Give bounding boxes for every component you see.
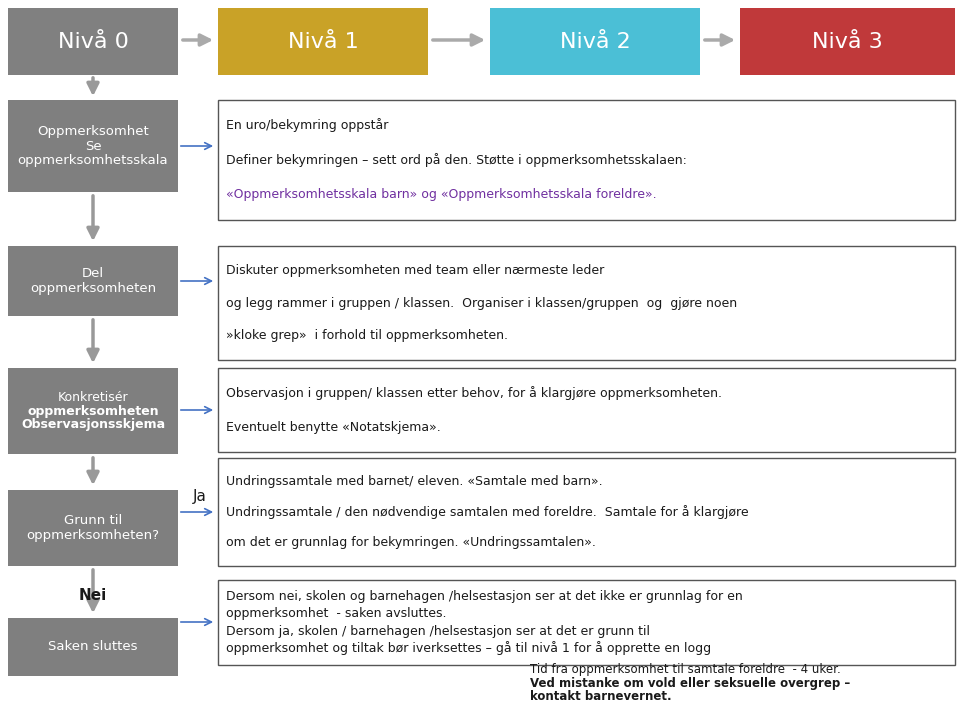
Text: Observasjon i gruppen/ klassen etter behov, for å klargjøre oppmerksomheten.: Observasjon i gruppen/ klassen etter beh… <box>226 386 722 400</box>
Text: «Oppmerksomhetsskala barn» og «Oppmerksomhetsskala foreldre».: «Oppmerksomhetsskala barn» og «Oppmerkso… <box>226 188 657 201</box>
Bar <box>218 368 955 452</box>
Text: Diskuter oppmerksomheten med team eller nærmeste leder: Diskuter oppmerksomheten med team eller … <box>226 264 604 277</box>
Bar <box>218 246 955 360</box>
Text: oppmerksomhet  - saken avsluttes.: oppmerksomhet - saken avsluttes. <box>226 608 447 620</box>
FancyBboxPatch shape <box>8 100 178 192</box>
Text: »kloke grep»  i forhold til oppmerksomheten.: »kloke grep» i forhold til oppmerksomhet… <box>226 329 508 342</box>
Text: og legg rammer i gruppen / klassen.  Organiser i klassen/gruppen  og  gjøre noen: og legg rammer i gruppen / klassen. Orga… <box>226 296 737 310</box>
Text: Ja: Ja <box>193 489 207 503</box>
Text: Konkretisér: Konkretisér <box>58 391 129 404</box>
Text: Undringssamtale / den nødvendige samtalen med foreldre.  Samtale for å klargjøre: Undringssamtale / den nødvendige samtale… <box>226 505 749 519</box>
Text: Nei: Nei <box>79 589 107 603</box>
Text: oppmerksomheten: oppmerksomheten <box>27 405 159 417</box>
Text: Undringssamtale med barnet/ eleven. «Samtale med barn».: Undringssamtale med barnet/ eleven. «Sam… <box>226 474 602 488</box>
Text: Nivå 1: Nivå 1 <box>288 32 359 51</box>
Text: oppmerksomhetsskala: oppmerksomhetsskala <box>17 153 169 167</box>
FancyBboxPatch shape <box>8 8 178 75</box>
Text: Nivå 0: Nivå 0 <box>58 32 129 51</box>
Text: Dersom nei, skolen og barnehagen /helsestasjon ser at det ikke er grunnlag for e: Dersom nei, skolen og barnehagen /helses… <box>226 590 743 603</box>
Text: Nivå 3: Nivå 3 <box>812 32 883 51</box>
Text: Dersom ja, skolen / barnehagen /helsestasjon ser at det er grunn til: Dersom ja, skolen / barnehagen /helsesta… <box>226 624 650 638</box>
Text: Definer bekymringen – sett ord på den. Støtte i oppmerksomhetsskalaen:: Definer bekymringen – sett ord på den. S… <box>226 153 687 167</box>
Text: Eventuelt benytte «Notatskjema».: Eventuelt benytte «Notatskjema». <box>226 420 441 434</box>
Text: oppmerksomhet og tiltak bør iverksettes – gå til nivå 1 for å opprette en logg: oppmerksomhet og tiltak bør iverksettes … <box>226 641 712 655</box>
Text: Saken sluttes: Saken sluttes <box>48 641 138 653</box>
Text: Ved mistanke om vold eller seksuelle overgrep –: Ved mistanke om vold eller seksuelle ove… <box>530 677 851 690</box>
FancyBboxPatch shape <box>8 490 178 566</box>
Text: Se: Se <box>84 139 102 153</box>
Text: oppmerksomheten: oppmerksomheten <box>30 282 156 295</box>
Bar <box>218 580 955 665</box>
Text: oppmerksomheten?: oppmerksomheten? <box>27 529 159 541</box>
FancyBboxPatch shape <box>740 8 955 75</box>
Text: Nivå 2: Nivå 2 <box>560 32 630 51</box>
Bar <box>218 100 955 220</box>
FancyBboxPatch shape <box>8 368 178 454</box>
Text: Grunn til: Grunn til <box>64 515 122 527</box>
Text: Del: Del <box>82 268 105 280</box>
Text: Oppmerksomhet: Oppmerksomhet <box>37 125 149 138</box>
FancyBboxPatch shape <box>8 246 178 316</box>
Bar <box>218 458 955 566</box>
Text: om det er grunnlag for bekymringen. «Undringssamtalen».: om det er grunnlag for bekymringen. «Und… <box>226 536 596 549</box>
Text: Tid fra oppmerksomhet til samtale foreldre  - 4 uker.: Tid fra oppmerksomhet til samtale foreld… <box>530 663 841 676</box>
FancyBboxPatch shape <box>490 8 700 75</box>
Text: Observasjonsskjema: Observasjonsskjema <box>21 418 165 431</box>
Text: En uro/bekymring oppstår: En uro/bekymring oppstår <box>226 118 388 132</box>
FancyBboxPatch shape <box>8 618 178 676</box>
Text: kontakt barnevernet.: kontakt barnevernet. <box>530 690 671 703</box>
FancyBboxPatch shape <box>218 8 428 75</box>
